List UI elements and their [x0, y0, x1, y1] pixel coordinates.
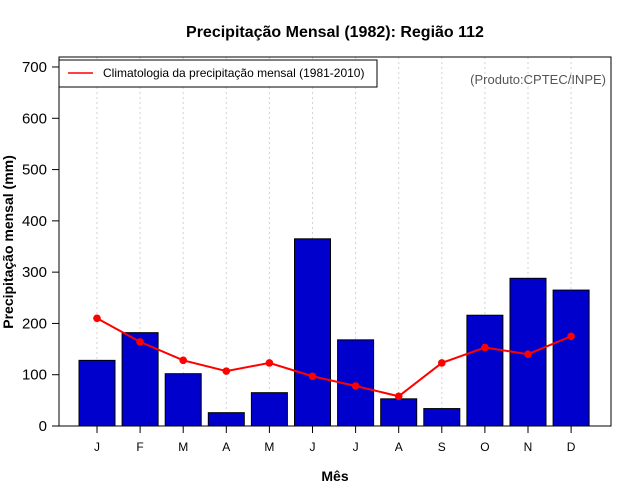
x-tick-label: M: [264, 440, 274, 454]
y-tick-label: 500: [22, 162, 47, 179]
y-axis-label: Precipitação mensal (mm): [0, 155, 16, 329]
bar: [121, 332, 159, 427]
x-tick-label: J: [310, 440, 316, 454]
x-tick-label: O: [480, 440, 489, 454]
bar: [380, 398, 418, 427]
grid-layer: [96, 57, 572, 426]
x-tick-label: A: [395, 440, 403, 454]
x-tick-label: M: [178, 440, 188, 454]
y-tick-label: 400: [22, 213, 47, 230]
climatology-point: [438, 359, 446, 367]
climatology-point: [524, 350, 532, 359]
climatology-point: [136, 338, 144, 346]
climatology-point: [222, 367, 231, 375]
climatology-point: [351, 382, 360, 390]
climatology-point: [93, 314, 101, 323]
climatology-point: [265, 359, 274, 367]
climatology-point: [567, 332, 575, 341]
x-tick-label: S: [438, 440, 446, 454]
bar: [552, 289, 590, 427]
x-tick-label: J: [94, 440, 100, 454]
legend-box: [58, 59, 378, 88]
climatology-point: [481, 343, 489, 352]
climatology-line: [96, 317, 572, 398]
climatology-point: [179, 356, 187, 365]
climatology-point: [308, 372, 317, 381]
bar: [294, 238, 331, 427]
x-axis-label: Mês: [321, 468, 348, 484]
y-tick-label: 700: [22, 59, 47, 76]
legend: Climatologia da precipitação mensal (198…: [58, 59, 378, 88]
legend-label: Climatologia da precipitação mensal (198…: [103, 66, 364, 80]
bar: [164, 373, 202, 427]
bar: [423, 408, 461, 427]
bar: [78, 359, 116, 427]
y-tick-label: 300: [22, 264, 47, 281]
credit-annotation: (Produto:CPTEC/INPE): [470, 72, 606, 87]
y-tick-label: 200: [22, 315, 47, 332]
x-tick-label: N: [524, 440, 533, 454]
bars-layer: [78, 238, 590, 427]
climatology-line-layer: [93, 314, 575, 401]
bar: [250, 392, 288, 427]
climatology-point: [394, 392, 403, 401]
y-tick-label: 600: [22, 110, 47, 127]
y-tick-label: 100: [22, 367, 47, 384]
x-tick-label: D: [567, 440, 576, 454]
bar: [466, 314, 504, 427]
bar: [207, 412, 245, 427]
y-tick-label: 0: [39, 418, 47, 435]
axes-layer: 0 100 200 300 400 500 600 700 J F M A M J J A S O N D: [22, 59, 576, 454]
chart-title: Precipitação Mensal (1982): Região 112: [186, 24, 484, 41]
plot-frame: [58, 56, 612, 427]
x-tick-label: A: [222, 440, 230, 454]
x-tick-label: J: [353, 440, 359, 454]
x-tick-label: F: [136, 440, 143, 454]
